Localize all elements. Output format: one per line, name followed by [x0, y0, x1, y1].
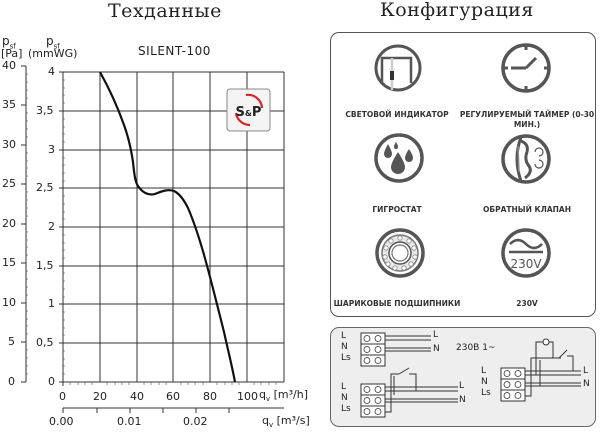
- x-tick: 60: [166, 390, 180, 403]
- wiring-diagram: [360, 332, 581, 418]
- x-tick: 100: [237, 390, 258, 403]
- y-axis-pa-label: psf: [2, 34, 16, 52]
- y-tick-pa: 30: [2, 138, 16, 151]
- x-tick: 0: [59, 390, 66, 403]
- qv-subscript: v: [265, 395, 271, 404]
- line-label: N: [459, 395, 466, 405]
- y-tick-pa: 5: [8, 335, 15, 348]
- check-valve-icon: [501, 134, 551, 184]
- x2-tick: 0.00: [49, 415, 74, 428]
- terminal-label: Ls: [341, 404, 351, 414]
- y-tick-pa: 15: [2, 256, 16, 269]
- y-tick-pa: 40: [2, 59, 16, 72]
- feature-label-timer: РЕГУЛИРУЕМЫЙ ТАЙМЕР (0-30 МИН.): [459, 110, 595, 129]
- x-tick: 20: [93, 390, 107, 403]
- tech-data-title: Техданные: [108, 0, 222, 22]
- configuration-title: Конфигурация: [380, 0, 534, 21]
- y-tick-mmwg: 4: [48, 65, 55, 78]
- ball-bearing-icon: [375, 228, 425, 278]
- terminal-label: L: [341, 331, 347, 341]
- qv-symbol: q: [262, 414, 269, 427]
- terminal-block-3: [500, 338, 581, 402]
- y-tick-mmwg: 2: [48, 220, 55, 233]
- voltage-label: 230В 1~: [456, 343, 496, 353]
- voltage-230v-icon: 230V: [501, 228, 551, 278]
- sp-logo: S&P: [226, 88, 271, 132]
- y-tick-mmwg: 0,5: [36, 336, 54, 349]
- timer-icon: [501, 43, 551, 93]
- y-axis-mmwg-label: psf: [46, 34, 60, 52]
- terminal-label: N: [481, 377, 488, 387]
- feature-label-230v: 230V: [516, 299, 538, 308]
- line-label: L: [433, 330, 439, 340]
- svg-text:S&P: S&P: [236, 105, 262, 120]
- terminal-label: L: [341, 382, 347, 392]
- x-tick: 40: [130, 390, 144, 403]
- line-label: N: [583, 379, 590, 389]
- mmwg-subscript: sf: [53, 42, 60, 51]
- chart-plot: S&P: [21, 65, 285, 413]
- feature-label-check-valve: ОБРАТНЫЙ КЛАПАН: [483, 205, 571, 214]
- y-axis-mmwg-unit: (mmWG): [28, 47, 78, 60]
- y-tick-mmwg: 1,5: [36, 259, 54, 272]
- x2-tick: 0.01: [117, 415, 142, 428]
- y-tick-pa: 0: [8, 375, 15, 388]
- unit-m3s: [m³/s]: [273, 414, 310, 427]
- y-tick-mmwg: 2,5: [36, 181, 54, 194]
- line-label: N: [433, 344, 440, 354]
- terminal-label: Ls: [341, 353, 351, 363]
- voltage-icon-text: 230V: [510, 257, 542, 271]
- line-label: L: [459, 381, 465, 391]
- hygrostat-icon: [374, 133, 424, 183]
- unit-m3h: [m³/h]: [270, 388, 309, 401]
- light-indicator-icon: [374, 44, 422, 92]
- terminal-block-1: [360, 332, 431, 367]
- y-tick-mmwg: 1: [48, 297, 55, 310]
- feature-label-ball-bearing: ШАРИКОВЫЕ ПОДШИПНИКИ: [333, 299, 461, 308]
- y-tick-mmwg: 0: [48, 375, 55, 388]
- y-tick-pa: 35: [2, 98, 16, 111]
- qv-symbol: q: [259, 388, 266, 401]
- terminal-label: Ls: [481, 388, 491, 398]
- mmwg-symbol: p: [46, 34, 54, 48]
- grid-lines: [63, 71, 285, 383]
- y-tick-pa: 10: [2, 296, 16, 309]
- x-tick: 80: [203, 390, 217, 403]
- terminal-label: L: [481, 366, 487, 376]
- terminal-block-2: [360, 367, 458, 418]
- performance-curve: [99, 71, 237, 383]
- chart-title: SILENT-100: [138, 44, 211, 58]
- terminal-label: N: [341, 393, 348, 403]
- terminal-label: N: [341, 342, 348, 352]
- feature-label-hygrostat: ГИГРОСТАТ: [372, 205, 422, 214]
- y-tick-mmwg: 3,5: [36, 104, 54, 117]
- configuration-panel: СВЕТОВОЙ ИНДИКАТОР РЕГУЛИРУЕМЫЙ ТАЙМЕР (…: [330, 32, 596, 317]
- x-axis-unit-s: qv [m³/s]: [262, 414, 310, 429]
- y-tick-pa: 20: [2, 217, 16, 230]
- y-tick-pa: 25: [2, 177, 16, 190]
- qv-subscript: v: [268, 421, 274, 430]
- pa-symbol: p: [2, 34, 10, 48]
- y-tick-mmwg: 3: [48, 143, 55, 156]
- line-label: L: [583, 366, 589, 376]
- y-axis-pa-unit: [Pa]: [1, 47, 23, 60]
- wiring-diagram-panel: L N Ls L N 230В 1~ L N Ls L N L N Ls L N: [330, 327, 596, 427]
- x-axis-unit-h: qv [m³/h]: [259, 388, 308, 403]
- x2-tick: 0.02: [183, 415, 208, 428]
- pa-subscript: sf: [9, 42, 16, 51]
- feature-label-light-indicator: СВЕТОВОЙ ИНДИКАТОР: [345, 110, 449, 119]
